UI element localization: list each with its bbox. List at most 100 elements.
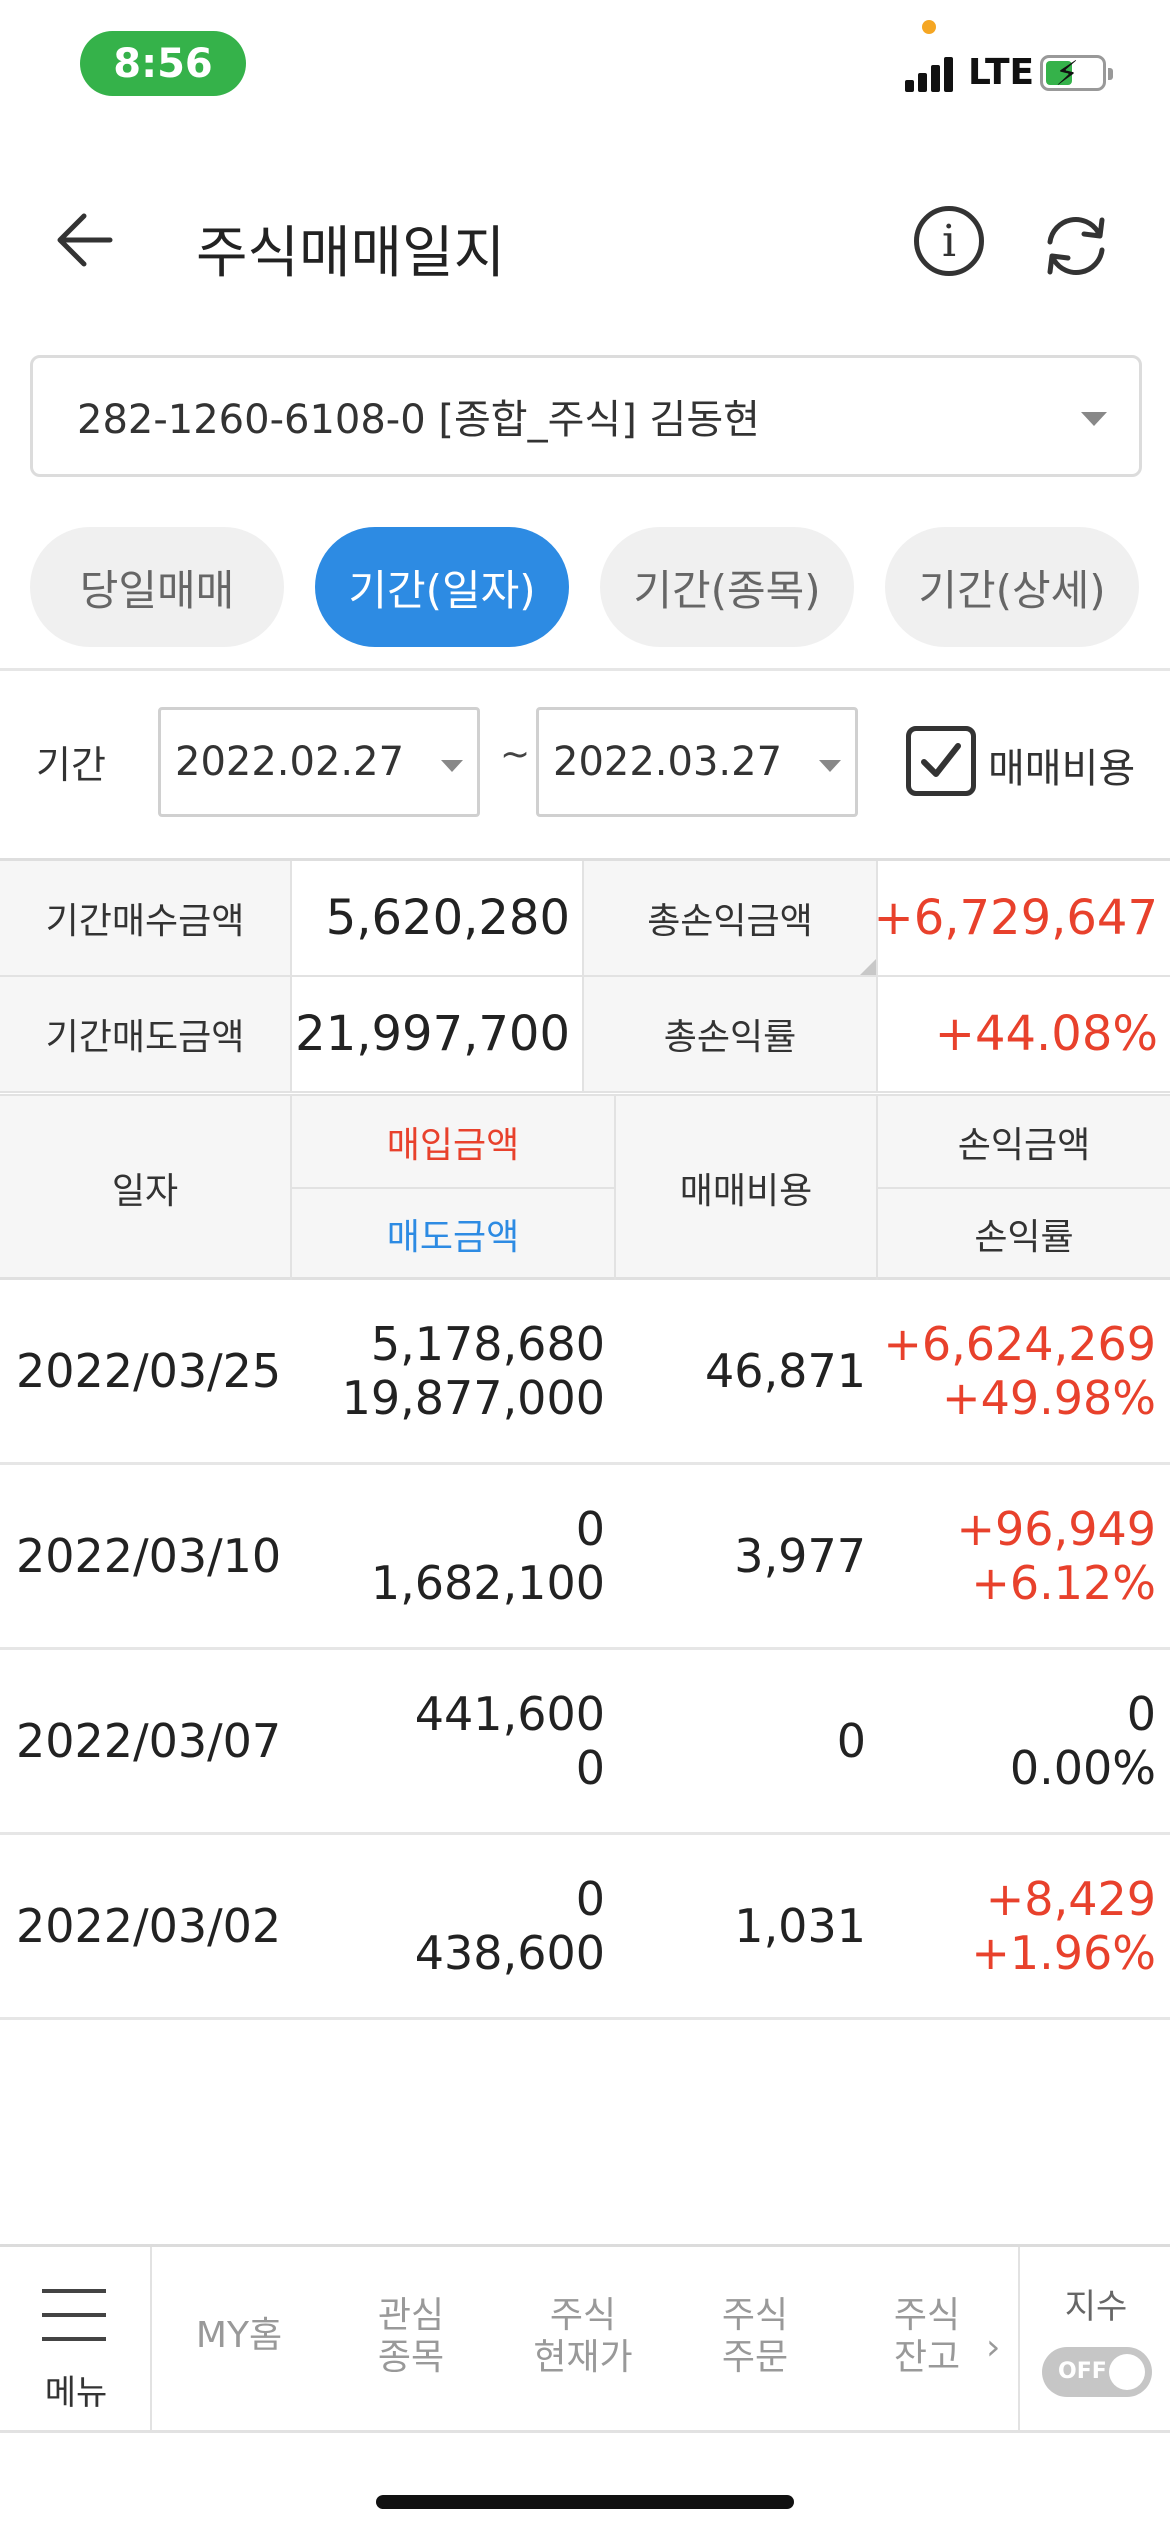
chevron-down-icon	[819, 760, 841, 772]
cellular-signal-icon	[905, 56, 955, 92]
row-trading-cost: 0	[836, 1714, 866, 1768]
app-header: 주식매매일지 i	[0, 170, 1170, 310]
row-amounts: 0 438,600	[292, 1835, 605, 2017]
row-pnl: +6,624,269 +49.98%	[880, 1280, 1156, 1462]
battery-icon: ⚡	[1040, 54, 1113, 94]
row-sell-amount: 19,877,000	[341, 1371, 605, 1425]
table-header: 일자 매입금액 매도금액 매매비용 손익금액 손익률	[0, 1094, 1170, 1280]
index-toggle[interactable]: OFF	[1042, 2347, 1152, 2397]
header-pnl-rate: 손익률	[974, 1217, 1074, 1258]
period-sell-label: 기간매도금액	[0, 977, 292, 1093]
row-trading-cost: 46,871	[705, 1344, 866, 1398]
menu-label: 메뉴	[44, 2373, 108, 2413]
privacy-indicator-dot	[922, 20, 936, 34]
period-tabs: 당일매매 기간(일자) 기간(종목) 기간(상세)	[30, 527, 1142, 649]
row-pnl: 0 0.00%	[880, 1650, 1156, 1832]
expand-corner-icon	[860, 959, 876, 975]
row-buy-amount: 0	[575, 1502, 605, 1556]
index-panel: 지수 OFF	[1018, 2247, 1170, 2433]
info-icon[interactable]: i	[914, 206, 984, 276]
row-pnl-amount: 0	[1126, 1687, 1156, 1741]
header-pnl-amount: 손익금액	[957, 1125, 1091, 1166]
period-sell-value: 21,997,700	[292, 977, 584, 1093]
period-label: 기간	[36, 743, 106, 787]
row-pnl-rate: +1.96%	[971, 1926, 1156, 1980]
total-pnl-value: +6,729,647	[873, 861, 1170, 977]
account-dropdown[interactable]: 282-1260-6108-0 [종합_주식] 김동현	[30, 355, 1142, 477]
refresh-icon[interactable]	[1036, 206, 1116, 286]
row-sell-amount: 438,600	[414, 1926, 605, 1980]
row-date: 2022/03/25	[16, 1344, 282, 1398]
menu-button[interactable]: 메뉴	[0, 2247, 152, 2433]
nav-stock-balance[interactable]: 주식 잔고	[893, 2295, 961, 2378]
row-trading-cost: 3,977	[734, 1529, 866, 1583]
tab-period-by-stock[interactable]: 기간(종목)	[600, 527, 854, 647]
header-buy-amount: 매입금액	[292, 1096, 616, 1188]
index-label: 지수	[1064, 2287, 1128, 2327]
period-summary: 기간매수금액 5,620,280 총손익금액 +6,729,647 기간매도금액…	[0, 858, 1170, 1094]
status-bar: 8:56 LTE ⚡	[0, 0, 1170, 130]
hamburger-icon	[42, 2289, 106, 2361]
row-amounts: 5,178,680 19,877,000	[292, 1280, 605, 1462]
start-date-value: 2022.02.27	[175, 739, 405, 785]
table-row[interactable]: 2022/03/02 0 438,600 1,031 +8,429 +1.96%	[0, 1835, 1170, 2020]
checkmark-icon	[921, 743, 961, 777]
row-pnl: +8,429 +1.96%	[880, 1835, 1156, 2017]
total-return-value: +44.08%	[878, 977, 1170, 1093]
total-pnl-label: 총손익금액	[584, 861, 878, 977]
row-amounts: 0 1,682,100	[292, 1465, 605, 1647]
back-arrow-icon[interactable]	[48, 200, 128, 280]
chevron-right-icon[interactable]: ›	[986, 2327, 1001, 2368]
nav-stock-order[interactable]: 주식 주문	[721, 2295, 789, 2378]
home-indicator[interactable]	[376, 2495, 794, 2509]
start-date-picker[interactable]: 2022.02.27	[158, 707, 480, 817]
tab-period-by-date[interactable]: 기간(일자)	[315, 527, 569, 647]
toggle-state: OFF	[1058, 2359, 1107, 2384]
header-trading-cost: 매매비용	[616, 1096, 878, 1280]
total-return-label: 총손익률	[584, 977, 878, 1093]
tab-today-trades[interactable]: 당일매매	[30, 527, 284, 647]
end-date-picker[interactable]: 2022.03.27	[536, 707, 858, 817]
section-divider	[0, 668, 1170, 671]
row-buy-amount: 441,600	[414, 1687, 605, 1741]
toggle-knob	[1109, 2354, 1145, 2390]
row-date: 2022/03/02	[16, 1899, 282, 1953]
row-date: 2022/03/10	[16, 1529, 282, 1583]
end-date-value: 2022.03.27	[553, 739, 783, 785]
row-pnl-rate: +49.98%	[942, 1371, 1156, 1425]
row-amounts: 441,600 0	[292, 1650, 605, 1832]
chevron-down-icon	[441, 760, 463, 772]
tab-period-detail[interactable]: 기간(상세)	[885, 527, 1139, 647]
row-pnl-rate: +6.12%	[971, 1556, 1156, 1610]
header-divider	[878, 1187, 1170, 1189]
nav-watchlist[interactable]: 관심 종목	[377, 2295, 445, 2378]
row-pnl-rate: 0.00%	[1009, 1741, 1156, 1795]
trading-cost-checkbox[interactable]	[906, 726, 976, 796]
row-pnl: +96,949 +6.12%	[880, 1465, 1157, 1647]
row-buy-amount: 5,178,680	[370, 1317, 605, 1371]
row-sell-amount: 1,682,100	[370, 1556, 605, 1610]
table-row[interactable]: 2022/03/10 0 1,682,100 3,977 +96,949 +6.…	[0, 1465, 1170, 1650]
row-date: 2022/03/07	[16, 1714, 282, 1768]
header-date: 일자	[0, 1096, 292, 1280]
nav-my-home[interactable]: MY홈	[195, 2315, 283, 2356]
page-title: 주식매매일지	[196, 221, 506, 286]
trading-cost-checkbox-label: 매매비용	[988, 746, 1136, 792]
nav-stock-price[interactable]: 주식 현재가	[533, 2295, 633, 2378]
row-trading-cost: 1,031	[734, 1899, 866, 1953]
account-dropdown-value: 282-1260-6108-0 [종합_주식] 김동현	[77, 397, 760, 443]
bottom-nav: 메뉴 MY홈 관심 종목 주식 현재가 주식 주문 주식 잔고 › 지수 OFF	[0, 2244, 1170, 2433]
period-buy-value: 5,620,280	[292, 861, 584, 977]
row-pnl-amount: +6,624,269	[883, 1317, 1156, 1371]
table-row[interactable]: 2022/03/07 441,600 0 0 0 0.00%	[0, 1650, 1170, 1835]
period-buy-label: 기간매수금액	[0, 861, 292, 977]
row-pnl-amount: +96,949	[956, 1502, 1157, 1556]
row-buy-amount: 0	[575, 1872, 605, 1926]
row-sell-amount: 0	[575, 1741, 605, 1795]
table-row[interactable]: 2022/03/25 5,178,680 19,877,000 46,871 +…	[0, 1280, 1170, 1465]
bottom-safe-area	[0, 2430, 1170, 2532]
date-range-separator: ~	[500, 734, 531, 775]
header-divider	[292, 1187, 616, 1189]
chevron-down-icon	[1081, 412, 1107, 426]
network-type: LTE	[968, 52, 1035, 93]
